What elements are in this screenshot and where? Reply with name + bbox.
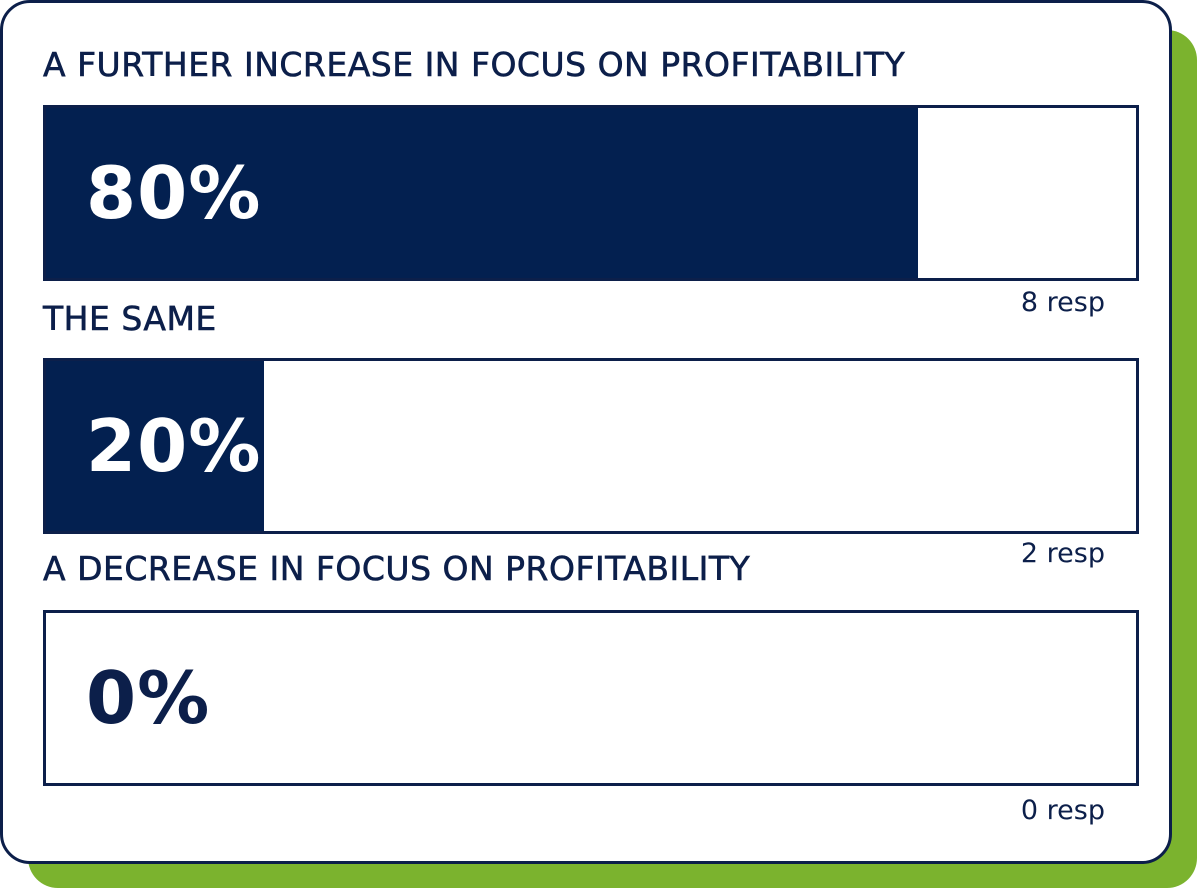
bar-fill [46,361,264,531]
survey-result-card: A FURTHER INCREASE IN FOCUS ON PROFITABI… [0,0,1172,864]
category-label: A FURTHER INCREASE IN FOCUS ON PROFITABI… [43,45,906,85]
category-label: A DECREASE IN FOCUS ON PROFITABILITY [43,549,751,589]
percentage-value: 0% [86,656,211,740]
response-count: 8 resp [1020,287,1105,318]
bar-track: 20% [43,358,1139,534]
percentage-value: 20% [86,404,262,488]
bar-track: 0% [43,610,1139,786]
response-count: 0 resp [1020,795,1105,826]
bar-track: 80% [43,105,1139,281]
category-label: THE SAME [43,299,217,339]
percentage-value: 80% [86,151,262,235]
response-count: 2 resp [1020,538,1105,569]
bar-fill [46,108,918,278]
